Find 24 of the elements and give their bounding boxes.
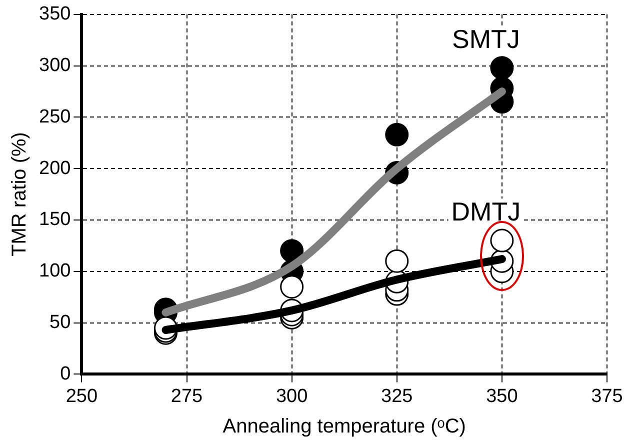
- x-tick-label: 250: [66, 386, 98, 407]
- series-label: SMTJ: [452, 24, 520, 54]
- x-tick-label: 325: [381, 386, 413, 407]
- x-tick-label: 350: [486, 386, 518, 407]
- y-tick-label: 0: [60, 363, 71, 384]
- y-tick-label: 150: [39, 209, 71, 230]
- point: [490, 56, 514, 80]
- y-tick-label: 250: [39, 106, 71, 128]
- point: [280, 239, 304, 263]
- y-tick-label: 300: [39, 55, 71, 76]
- y-axis-title: TMR ratio (%): [8, 132, 31, 257]
- y-tick-label: 200: [39, 158, 71, 179]
- x-tick-label: 275: [170, 386, 203, 407]
- series-label: DMTJ: [451, 196, 521, 227]
- point: [385, 249, 409, 273]
- point: [490, 228, 514, 252]
- point: [280, 275, 304, 299]
- x-axis-title: Annealing temperature (ᵒC): [222, 416, 466, 438]
- point: [385, 122, 409, 146]
- x-tick-label: 375: [591, 386, 623, 407]
- y-tick-label: 350: [39, 4, 71, 25]
- y-tick-label: 50: [50, 312, 71, 334]
- y-tick-label: 100: [39, 260, 71, 282]
- x-tick-label: 300: [276, 386, 308, 407]
